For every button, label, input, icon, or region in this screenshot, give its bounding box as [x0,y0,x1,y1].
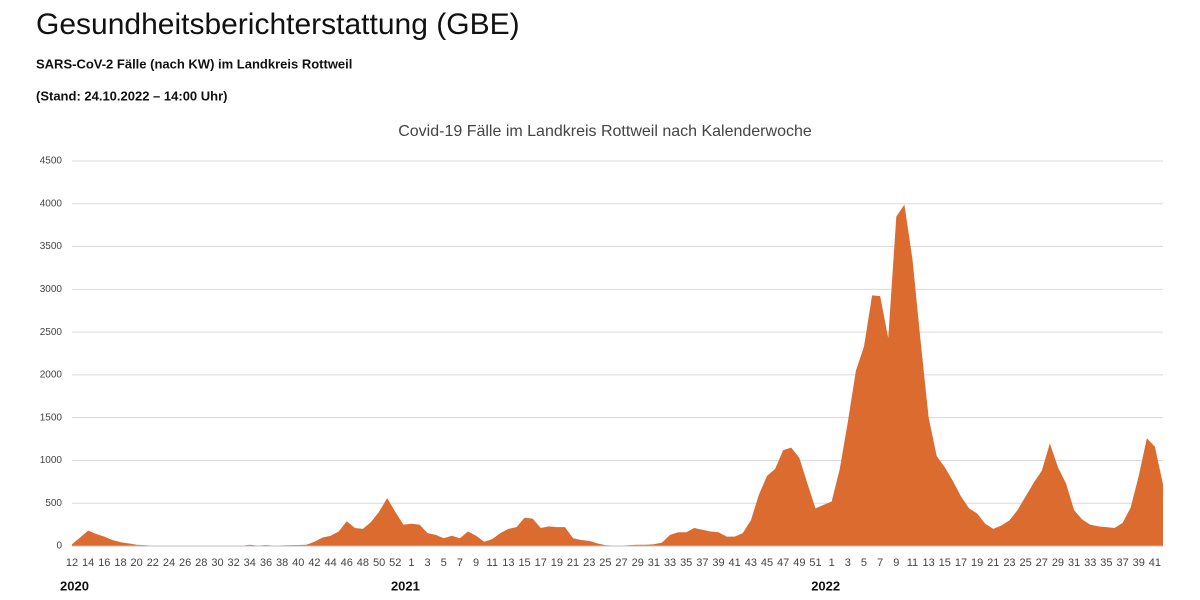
x-tick-label: 35 [680,557,692,569]
x-tick-label: 21 [987,557,999,569]
x-tick-label: 7 [457,557,463,569]
x-tick-label: 28 [195,557,207,569]
x-tick-label: 24 [163,557,175,569]
x-tick-label: 31 [648,557,660,569]
x-tick-label: 47 [777,557,789,569]
x-tick-label: 30 [211,557,223,569]
page-title: Gesundheitsberichterstattung (GBE) [36,8,520,41]
x-tick-label: 38 [276,557,288,569]
x-tick-label: 15 [518,557,530,569]
x-tick-label: 14 [82,557,94,569]
y-tick-label: 1000 [40,455,63,466]
x-tick-label: 36 [260,557,272,569]
y-tick-label: 4000 [40,198,63,209]
x-tick-label: 49 [793,557,805,569]
x-tick-label: 45 [761,557,773,569]
x-tick-label: 42 [308,557,320,569]
x-tick-label: 20 [131,557,143,569]
x-tick-label: 18 [114,557,126,569]
y-tick-label: 3000 [40,284,63,295]
x-tick-label: 16 [98,557,110,569]
x-tick-label: 52 [389,557,401,569]
x-tick-label: 33 [664,557,676,569]
x-tick-label: 35 [1100,557,1112,569]
x-tick-label: 13 [923,557,935,569]
subtitle: SARS-CoV-2 Fälle (nach KW) im Landkreis … [36,56,352,71]
x-tick-label: 26 [179,557,191,569]
year-label: 2020 [60,578,89,593]
x-tick-label: 27 [1036,557,1048,569]
date-note: (Stand: 24.10.2022 – 14:00 Uhr) [36,88,227,103]
year-label: 2022 [811,578,840,593]
x-tick-label: 25 [1019,557,1031,569]
x-tick-label: 29 [632,557,644,569]
x-tick-label: 25 [599,557,611,569]
x-tick-label: 19 [971,557,983,569]
x-tick-label: 1 [408,557,414,569]
x-tick-label: 39 [1133,557,1145,569]
x-tick-label: 41 [729,557,741,569]
y-tick-label: 500 [45,498,62,509]
x-tick-label: 22 [147,557,159,569]
x-tick-label: 11 [487,557,498,569]
y-tick-label: 0 [56,541,62,552]
x-tick-label: 19 [551,557,563,569]
x-tick-label: 11 [907,557,918,569]
x-tick-label: 39 [712,557,724,569]
x-tick-label: 1 [829,557,835,569]
x-tick-label: 17 [535,557,547,569]
y-tick-label: 4500 [40,156,63,167]
x-tick-label: 5 [861,557,867,569]
x-tick-label: 40 [292,557,304,569]
x-tick-label: 50 [373,557,385,569]
year-label: 2021 [391,578,420,593]
x-tick-label: 23 [1003,557,1015,569]
y-tick-label: 2000 [40,370,63,381]
x-tick-label: 51 [809,557,821,569]
x-tick-label: 5 [441,557,447,569]
x-tick-label: 32 [228,557,240,569]
x-tick-label: 9 [893,557,899,569]
x-tick-label: 13 [502,557,514,569]
x-tick-label: 43 [745,557,757,569]
area [72,204,1163,546]
chart-title: Covid-19 Fälle im Landkreis Rottweil nac… [398,123,812,140]
x-tick-label: 9 [473,557,479,569]
x-tick-label: 33 [1084,557,1096,569]
x-tick-label: 7 [877,557,883,569]
x-tick-label: 3 [425,557,431,569]
x-tick-label: 15 [939,557,951,569]
x-tick-label: 12 [66,557,78,569]
x-tick-label: 46 [341,557,353,569]
x-tick-label: 27 [615,557,627,569]
x-tick-label: 37 [1116,557,1128,569]
x-tick-label: 3 [845,557,851,569]
x-tick-label: 23 [583,557,595,569]
x-tick-label: 21 [567,557,579,569]
x-tick-label: 29 [1052,557,1064,569]
x-tick-label: 17 [955,557,967,569]
x-tick-label: 41 [1149,557,1161,569]
x-tick-label: 44 [324,557,336,569]
x-tick-label: 48 [357,557,369,569]
y-tick-label: 1500 [40,412,63,423]
y-tick-label: 3500 [40,241,63,252]
x-tick-label: 37 [696,557,708,569]
y-tick-label: 2500 [40,327,63,338]
x-tick-label: 34 [244,557,256,569]
x-tick-label: 31 [1068,557,1080,569]
